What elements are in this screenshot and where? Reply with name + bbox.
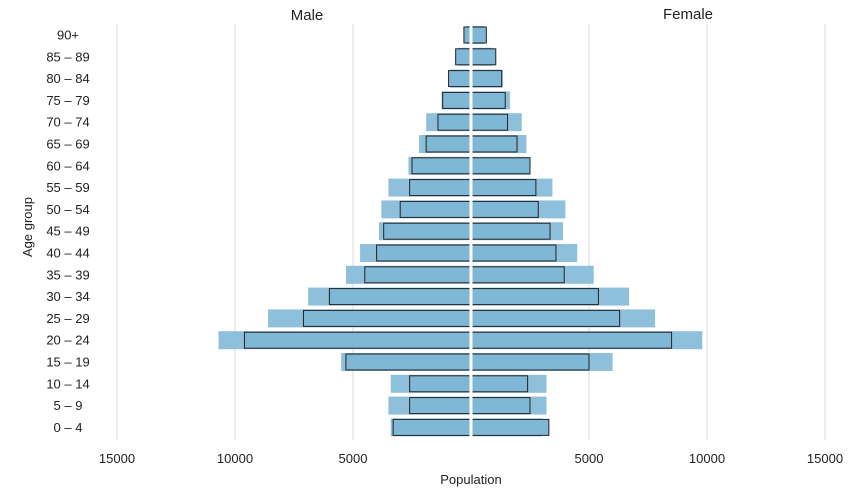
- male-outlined-bar: [409, 397, 472, 415]
- male-outlined-bar: [364, 266, 472, 284]
- age-group-label: 60 – 64: [46, 158, 89, 173]
- age-group-label: 80 – 84: [46, 71, 89, 86]
- left-panel-label: Male: [291, 7, 324, 24]
- female-outlined-bar: [470, 375, 529, 393]
- male-outlined-bar: [448, 70, 472, 88]
- male-outlined-bar: [392, 418, 472, 436]
- label-layer: 15000 10000 5000 5000 10000 15000 90+ 85 – 89 80…: [46, 28, 843, 467]
- age-group-label: 25 – 29: [46, 311, 89, 326]
- male-outlined-bar: [455, 48, 472, 66]
- male-outlined-bar: [399, 200, 472, 218]
- right-panel-label: Female: [663, 6, 713, 23]
- male-outlined-bar: [383, 222, 472, 240]
- age-group-label: 5 – 9: [54, 398, 83, 413]
- age-group-label: 10 – 14: [46, 376, 89, 391]
- x-tick-label: 5000: [575, 451, 604, 466]
- male-outlined-bar: [328, 288, 472, 306]
- age-group-label: 65 – 69: [46, 137, 89, 152]
- male-outlined-bar: [442, 91, 472, 109]
- y-axis-title: Age group: [20, 197, 35, 257]
- x-tick-label: 10000: [689, 451, 725, 466]
- female-outlined-bar: [470, 26, 487, 44]
- female-outlined-bar: [470, 157, 531, 175]
- grid-layer: [116, 24, 826, 440]
- x-axis-title: Population: [440, 472, 501, 487]
- age-group-label: 45 – 49: [46, 224, 89, 239]
- age-group-label: 0 – 4: [54, 420, 83, 435]
- age-group-label: 55 – 59: [46, 180, 89, 195]
- female-outlined-bar: [470, 331, 673, 349]
- x-tick-label: 15000: [99, 451, 135, 466]
- age-group-label: 50 – 54: [46, 202, 89, 217]
- female-outlined-bar: [470, 200, 539, 218]
- female-outlined-bar: [470, 397, 531, 415]
- male-outlined-bar: [425, 135, 472, 153]
- male-outlined-bar: [409, 375, 472, 393]
- female-outlined-bar: [470, 113, 509, 131]
- age-group-label: 30 – 34: [46, 289, 89, 304]
- x-tick-label: 5000: [339, 451, 368, 466]
- female-outlined-bar: [470, 135, 518, 153]
- age-group-label: 85 – 89: [46, 49, 89, 64]
- female-outlined-bar: [470, 48, 497, 66]
- female-outlined-bar: [470, 70, 503, 88]
- age-group-label: 70 – 74: [46, 115, 89, 130]
- male-outlined-bar: [437, 113, 472, 131]
- female-outlined-bar: [470, 353, 590, 371]
- age-group-label: 90+: [57, 28, 79, 43]
- female-outlined-bar: [470, 179, 537, 197]
- bar-layer: [218, 24, 703, 440]
- male-outlined-bar: [243, 331, 472, 349]
- female-outlined-bar: [470, 309, 621, 327]
- female-outlined-bar: [470, 222, 551, 240]
- age-group-label: 40 – 44: [46, 246, 89, 261]
- female-outlined-bar: [470, 418, 550, 436]
- female-outlined-bar: [470, 244, 557, 262]
- age-group-label: 75 – 79: [46, 93, 89, 108]
- x-tick-label: 10000: [217, 451, 253, 466]
- male-outlined-bar: [302, 309, 472, 327]
- age-group-label: 20 – 24: [46, 333, 89, 348]
- male-outlined-bar: [345, 353, 472, 371]
- male-outlined-bar: [411, 157, 472, 175]
- x-tick-label: 15000: [807, 451, 843, 466]
- age-group-label: 35 – 39: [46, 267, 89, 282]
- female-outlined-bar: [470, 266, 565, 284]
- male-outlined-bar: [409, 179, 472, 197]
- female-outlined-bar: [470, 91, 506, 109]
- age-group-label: 15 – 19: [46, 355, 89, 370]
- female-outlined-bar: [470, 288, 599, 306]
- male-outlined-bar: [376, 244, 472, 262]
